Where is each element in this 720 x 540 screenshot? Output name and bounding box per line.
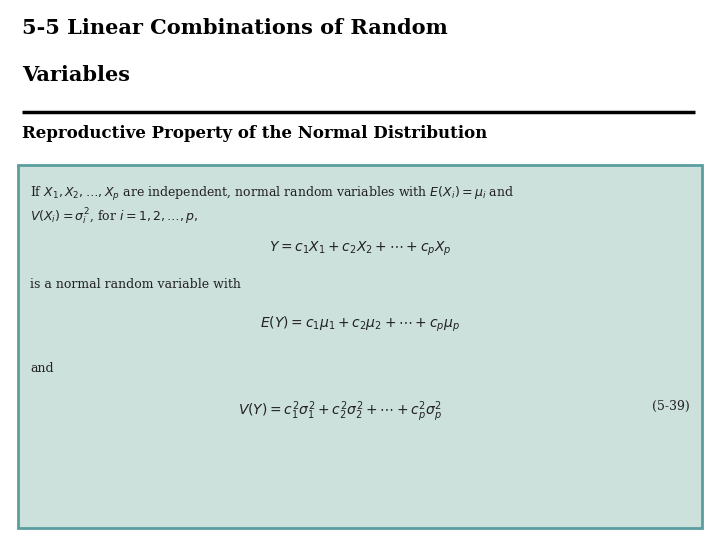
Text: $E(Y) = c_1\mu_1 + c_2\mu_2 + \cdots + c_p\mu_p$: $E(Y) = c_1\mu_1 + c_2\mu_2 + \cdots + c… — [260, 315, 460, 334]
Text: $V(X_i) = \sigma_i^2$, for $i = 1, 2, \ldots, p,$: $V(X_i) = \sigma_i^2$, for $i = 1, 2, \l… — [30, 207, 199, 227]
Text: $V(Y) = c_1^2\sigma_1^2 + c_2^2\sigma_2^2 + \cdots + c_p^2\sigma_p^2$: $V(Y) = c_1^2\sigma_1^2 + c_2^2\sigma_2^… — [238, 400, 442, 424]
Text: 5-5 Linear Combinations of Random: 5-5 Linear Combinations of Random — [22, 18, 448, 38]
Text: If $X_1, X_2, \ldots, X_p$ are independent, normal random variables with $E(X_i): If $X_1, X_2, \ldots, X_p$ are independe… — [30, 185, 514, 203]
Text: $Y = c_1 X_1 + c_2 X_2 + \cdots + c_p X_p$: $Y = c_1 X_1 + c_2 X_2 + \cdots + c_p X_… — [269, 240, 451, 258]
FancyBboxPatch shape — [18, 165, 702, 528]
Text: is a normal random variable with: is a normal random variable with — [30, 278, 241, 291]
Text: and: and — [30, 362, 53, 375]
Text: (5-39): (5-39) — [652, 400, 690, 413]
Text: Variables: Variables — [22, 65, 130, 85]
Text: Reproductive Property of the Normal Distribution: Reproductive Property of the Normal Dist… — [22, 125, 487, 142]
